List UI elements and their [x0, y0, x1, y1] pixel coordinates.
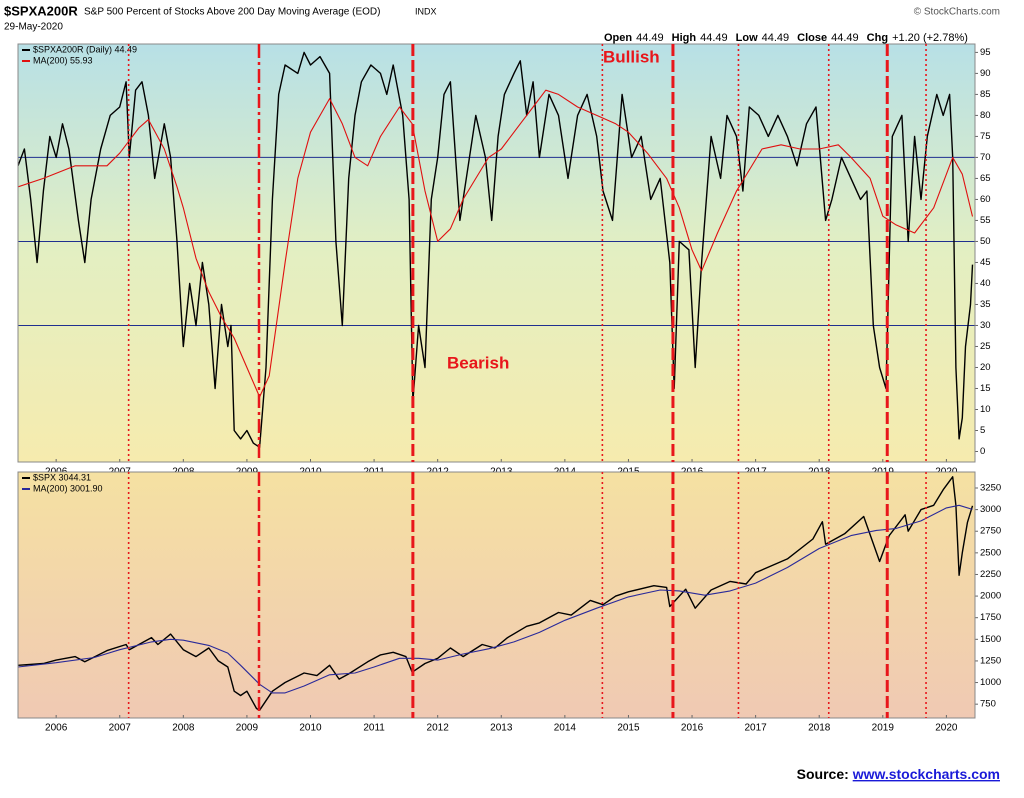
- quote-label: Low: [736, 32, 758, 44]
- x-tick-label: 2012: [427, 723, 450, 734]
- y-tick-label: 65: [980, 173, 991, 184]
- quote-label: Chg: [867, 32, 888, 44]
- subtitle: S&P 500 Percent of Stocks Above 200 Day …: [84, 7, 380, 18]
- x-tick-label: 2006: [45, 723, 68, 734]
- y-tick-label: 1000: [980, 677, 1001, 688]
- y-tick-label: 1500: [980, 634, 1001, 645]
- y-tick-label: 35: [980, 299, 991, 310]
- y-tick-label: 70: [980, 152, 991, 163]
- x-tick-label: 2008: [172, 723, 195, 734]
- legend-entry: MA(200) 3001.90: [33, 483, 103, 493]
- quote-value: +1.20 (+2.78%): [892, 32, 968, 44]
- y-tick-label: 45: [980, 257, 991, 268]
- y-tick-label: 3250: [980, 483, 1001, 494]
- y-tick-label: 55: [980, 215, 991, 226]
- x-tick-label: 2011: [363, 723, 385, 734]
- panel-frame: [17, 471, 976, 719]
- x-tick-label: 2019: [872, 723, 895, 734]
- quote-value: 44.49: [831, 32, 859, 44]
- x-tick-label: 2007: [109, 723, 132, 734]
- exchange: INDX: [415, 6, 437, 16]
- legend-entry: MA(200) 55.93: [33, 55, 93, 65]
- date: 29-May-2020: [4, 22, 63, 33]
- y-tick-label: 20: [980, 362, 991, 373]
- y-tick-label: 2000: [980, 591, 1001, 602]
- quote-value: 44.49: [636, 32, 664, 44]
- source: Source: www.stockcharts.com: [797, 766, 1000, 782]
- y-tick-label: 5: [980, 425, 985, 436]
- source-link[interactable]: www.stockcharts.com: [852, 766, 1000, 782]
- x-tick-label: 2013: [490, 723, 513, 734]
- symbol: $SPXA200R: [4, 3, 78, 18]
- legend-entry: $SPXA200R (Daily) 44.49: [33, 44, 137, 54]
- x-tick-label: 2010: [299, 723, 322, 734]
- series-line: [18, 476, 974, 711]
- quote-label: High: [672, 32, 697, 44]
- plot-area: [18, 51, 975, 448]
- y-tick-label: 50: [980, 236, 991, 247]
- x-tick-label: 2009: [236, 723, 259, 734]
- y-tick-label: 15: [980, 383, 991, 394]
- y-tick-label: 25: [980, 341, 991, 352]
- y-tick-label: 1750: [980, 612, 1001, 623]
- y-tick-label: 95: [980, 47, 991, 58]
- x-tick-label: 2014: [554, 723, 577, 734]
- x-tick-label: 2018: [808, 723, 831, 734]
- y-tick-label: 85: [980, 89, 991, 100]
- y-tick-label: 2750: [980, 526, 1001, 537]
- plot-area: [18, 476, 974, 711]
- copyright: © StockCharts.com: [914, 7, 1000, 18]
- series-line: [18, 504, 973, 694]
- y-tick-label: 60: [980, 194, 991, 205]
- quote-label: Close: [797, 32, 827, 44]
- y-tick-label: 3000: [980, 504, 1001, 515]
- annotation: Bullish: [603, 47, 660, 66]
- x-tick-label: 2016: [681, 723, 704, 734]
- quote-value: 44.49: [762, 32, 790, 44]
- y-tick-label: 1250: [980, 655, 1001, 666]
- x-tick-label: 2020: [935, 723, 958, 734]
- legend-entry: $SPX 3044.31: [33, 472, 91, 482]
- panel-frame: [17, 43, 976, 463]
- series-line: [18, 89, 974, 398]
- y-tick-label: 750: [980, 699, 996, 710]
- quote-label: Open: [604, 32, 632, 44]
- y-tick-label: 10: [980, 404, 991, 415]
- panel-background: [18, 472, 975, 718]
- y-tick-label: 2250: [980, 569, 1001, 580]
- y-tick-label: 75: [980, 131, 991, 142]
- quote-value: 44.49: [700, 32, 728, 44]
- quote: Open 44.49 High 44.49 Low 44.49 Close 44.49 Chg +…: [604, 32, 968, 44]
- source-label: Source:: [797, 766, 849, 782]
- y-tick-label: 0: [980, 446, 985, 457]
- y-tick-label: 30: [980, 320, 991, 331]
- x-tick-label: 2017: [744, 723, 767, 734]
- panel-background: [18, 44, 975, 462]
- y-tick-label: 80: [980, 110, 991, 121]
- y-tick-label: 2500: [980, 547, 1001, 558]
- y-tick-label: 40: [980, 278, 991, 289]
- y-tick-label: 90: [980, 68, 991, 79]
- annotation: Bearish: [447, 353, 509, 372]
- x-tick-label: 2015: [617, 723, 640, 734]
